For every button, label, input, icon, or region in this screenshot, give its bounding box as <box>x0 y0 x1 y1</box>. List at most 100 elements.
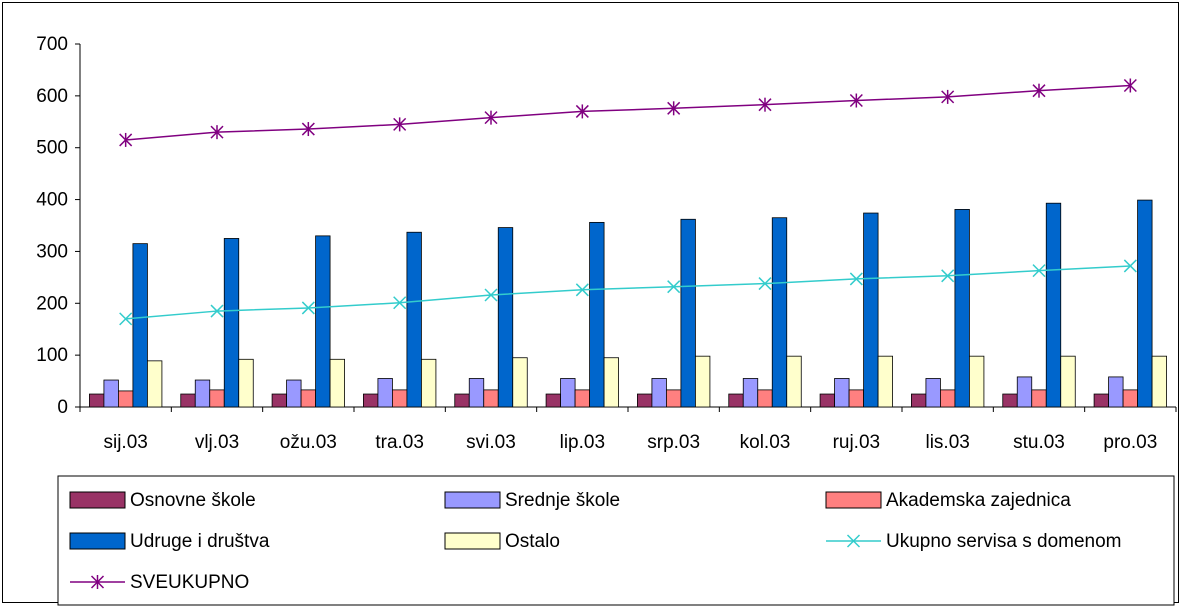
chart-legend: Osnovne škole Srednje škole Akademska zaje… <box>57 475 1175 606</box>
line-point <box>484 288 498 302</box>
bar <box>406 231 422 408</box>
bar <box>1151 355 1167 408</box>
point-marker-stroke <box>849 272 863 286</box>
x-tick-label: tra.03 <box>375 432 424 453</box>
legend-item: Akademska zajednica <box>825 490 1071 511</box>
line-point <box>393 117 407 132</box>
bar <box>180 393 196 408</box>
bar <box>651 378 667 408</box>
legend-item: Ukupno servisa s domenom <box>826 531 1122 552</box>
x-tick-label: kol.03 <box>740 432 791 453</box>
bar <box>925 378 941 408</box>
line-point <box>1032 83 1046 98</box>
legend-item: SVEUKUPNO <box>70 572 249 593</box>
y-tick-label: 500 <box>36 138 68 159</box>
line-point <box>119 312 133 326</box>
bar <box>786 355 802 408</box>
bar <box>757 389 773 408</box>
bar <box>819 393 835 408</box>
line-point <box>1032 264 1046 278</box>
bar <box>377 378 393 408</box>
line-point <box>301 122 315 137</box>
bar <box>560 378 576 408</box>
x-tick-label: lis.03 <box>925 432 969 453</box>
point-marker-stroke <box>301 301 315 315</box>
bar <box>574 389 590 408</box>
bar <box>300 389 316 408</box>
x-tick-label: srp.03 <box>647 432 700 453</box>
legend-label: Akademska zajednica <box>886 490 1071 511</box>
line-point <box>484 110 498 125</box>
bar <box>483 389 499 408</box>
bar <box>1002 393 1018 408</box>
line-point <box>849 272 863 286</box>
legend-label: SVEUKUPNO <box>130 572 249 593</box>
bar <box>545 393 561 408</box>
legend-label: Ukupno servisa s domenom <box>886 531 1122 552</box>
legend-label: Udruge i društva <box>130 531 270 552</box>
point-marker-stroke <box>575 283 589 297</box>
bar <box>637 393 653 408</box>
bar <box>468 378 485 408</box>
line-point <box>575 104 589 119</box>
bar <box>848 389 864 408</box>
y-tick-label: 200 <box>36 293 68 314</box>
y-tick-label: 0 <box>57 397 68 418</box>
bar <box>512 357 528 408</box>
point-marker-stroke <box>667 280 681 294</box>
bar <box>863 212 879 408</box>
point-marker-stroke <box>758 277 772 291</box>
x-tick-label: pro.03 <box>1103 432 1157 453</box>
bar <box>834 378 850 408</box>
bar <box>89 393 105 408</box>
bar <box>1108 376 1124 408</box>
bar <box>329 358 345 408</box>
legend-swatch <box>69 532 126 550</box>
bar <box>209 389 225 408</box>
x-tick-label: sij.03 <box>103 432 147 453</box>
bar <box>969 355 985 408</box>
bar <box>1060 355 1076 408</box>
bar <box>1122 389 1138 408</box>
x-tick-label: stu.03 <box>1013 432 1065 453</box>
x-tick-label: vlj.03 <box>195 432 239 453</box>
bar <box>680 218 696 408</box>
line-point <box>667 101 681 116</box>
point-marker-stroke <box>484 288 498 302</box>
legend-swatch <box>444 491 501 509</box>
legend-item: Udruge i društva <box>69 531 270 552</box>
line-point <box>941 269 955 283</box>
legend-marker-stroke <box>846 534 861 548</box>
y-tick-label: 700 <box>36 34 68 55</box>
line-point <box>393 296 407 310</box>
x-tick-label: lip.03 <box>560 432 605 453</box>
bar <box>147 360 163 408</box>
x-tick-label: ruj.03 <box>833 432 881 453</box>
series-line <box>125 84 1131 141</box>
bar <box>421 358 437 408</box>
bar <box>695 355 711 408</box>
line-point <box>758 97 772 112</box>
bar <box>1016 376 1033 408</box>
legend-swatch <box>69 491 126 509</box>
chart-lines <box>119 78 1137 326</box>
point-marker-stroke <box>393 296 407 310</box>
bar <box>223 238 240 408</box>
bar <box>454 393 470 408</box>
line-point <box>119 132 133 147</box>
line-point <box>210 304 224 318</box>
bar <box>728 393 744 408</box>
legend-swatch <box>825 491 882 509</box>
legend-item: Srednje škole <box>444 490 620 511</box>
bar <box>877 355 893 408</box>
bar <box>742 378 759 408</box>
line-point <box>758 277 772 291</box>
line-point <box>849 93 863 108</box>
bar <box>363 393 379 408</box>
bar <box>271 393 287 408</box>
series-line <box>125 265 1131 320</box>
y-tick-label: 600 <box>36 86 68 107</box>
y-tick-label: 400 <box>36 190 68 211</box>
chart-bars <box>89 199 1167 408</box>
